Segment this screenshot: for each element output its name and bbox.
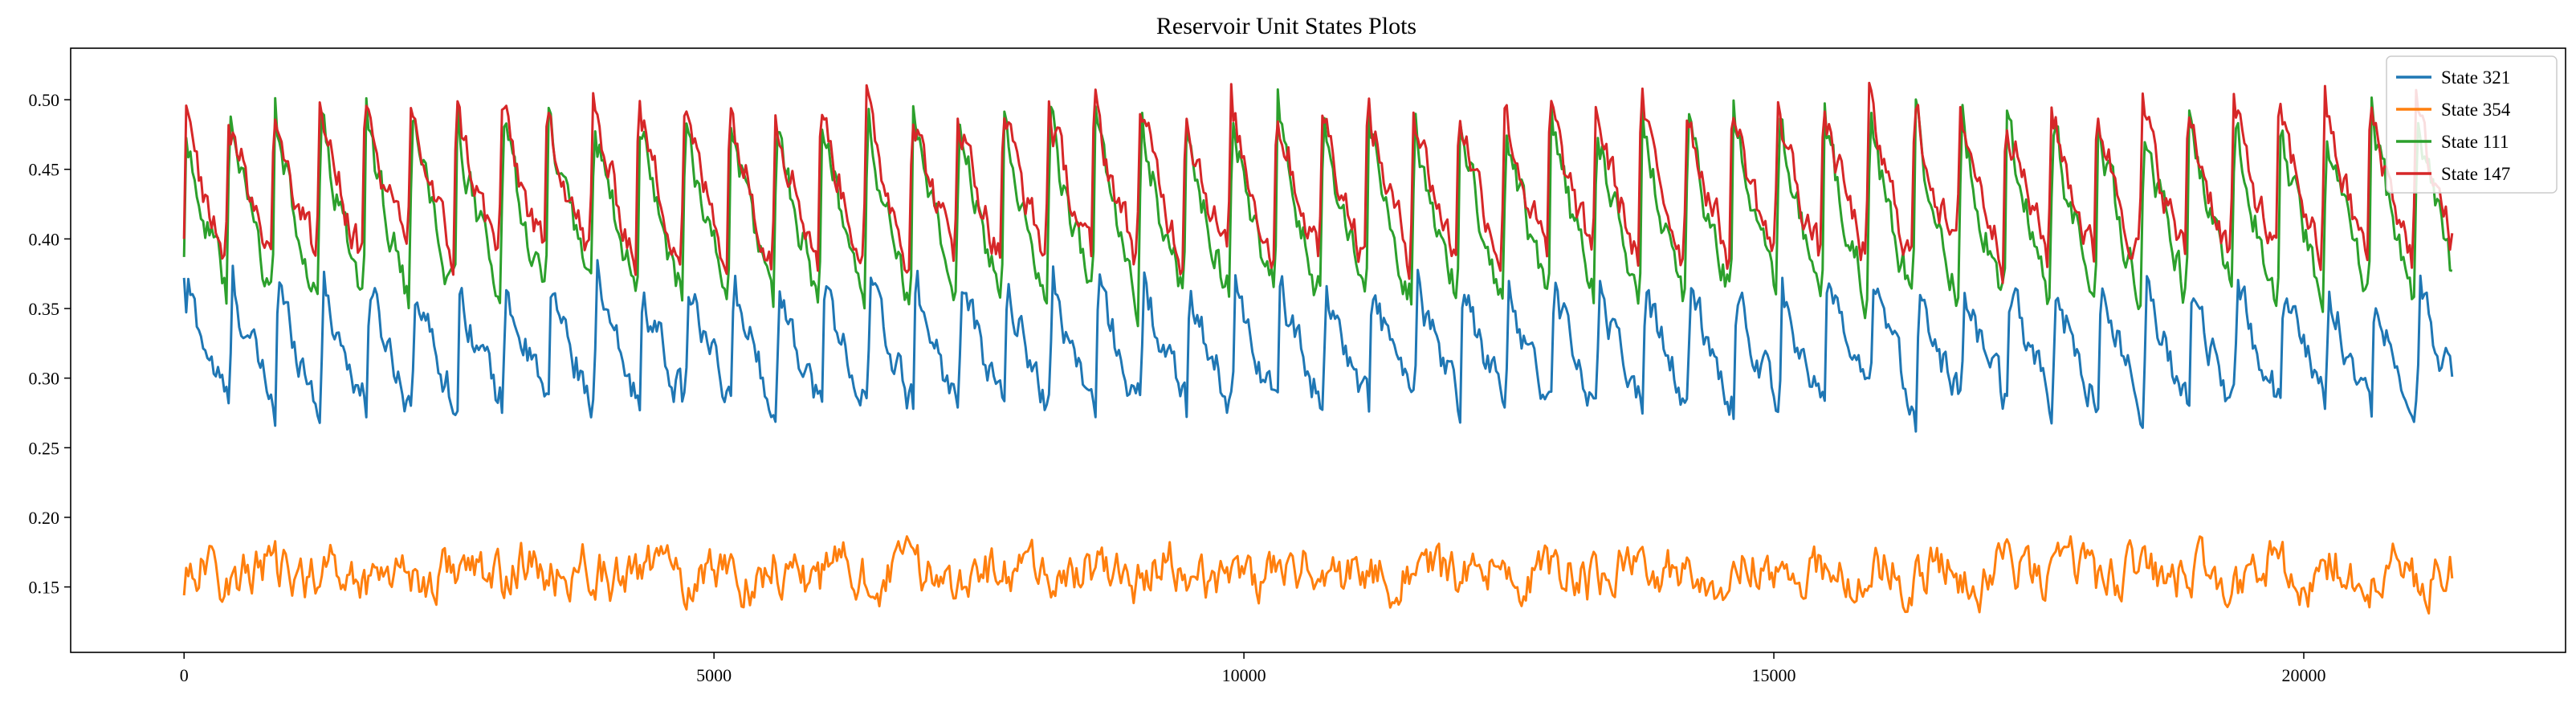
y-tick-label: 0.40 xyxy=(29,229,60,249)
series-line-state-354 xyxy=(182,535,2454,615)
y-tick-label: 0.45 xyxy=(29,160,60,180)
y-tick-label: 0.15 xyxy=(29,578,60,598)
legend-label: State 147 xyxy=(2441,164,2510,184)
x-tick-label: 5000 xyxy=(696,665,732,685)
x-tick-label: 15000 xyxy=(1752,665,1796,685)
series-line-state-147 xyxy=(182,81,2454,284)
x-tick-label: 20000 xyxy=(2281,665,2325,685)
legend-label: State 111 xyxy=(2441,132,2509,152)
legend-label: State 321 xyxy=(2441,67,2510,88)
legend: State 321 State 354 State 111 State 147 xyxy=(2386,55,2558,194)
y-tick-label: 0.20 xyxy=(29,508,60,528)
y-axis: 0.15 0.20 0.25 0.30 0.35 0.40 0.45 0.50 xyxy=(29,90,71,598)
y-tick-label: 0.50 xyxy=(29,90,60,110)
legend-label: State 354 xyxy=(2441,100,2511,120)
series-layer xyxy=(182,81,2454,615)
plot-frame xyxy=(70,47,2566,653)
legend-box xyxy=(2386,55,2558,194)
x-tick-label: 0 xyxy=(180,665,189,685)
series-line-state-111 xyxy=(182,88,2453,328)
series-line-state-321 xyxy=(182,259,2454,433)
y-tick-label: 0.25 xyxy=(29,438,60,458)
y-tick-label: 0.35 xyxy=(29,299,60,319)
y-tick-label: 0.30 xyxy=(29,369,60,389)
chart-title: Reservoir Unit States Plots xyxy=(1156,13,1416,39)
x-tick-label: 10000 xyxy=(1222,665,1266,685)
x-axis: 0 5000 10000 15000 20000 xyxy=(180,652,2325,685)
